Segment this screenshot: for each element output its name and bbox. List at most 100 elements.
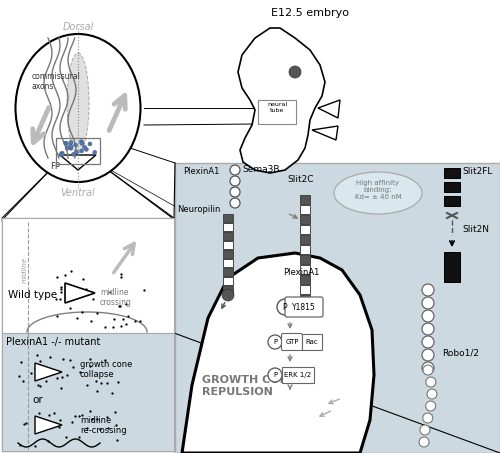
Bar: [223, 214, 233, 222]
FancyBboxPatch shape: [285, 297, 323, 317]
Text: Slit2FL: Slit2FL: [462, 167, 492, 176]
Bar: [444, 252, 460, 282]
Text: P: P: [273, 339, 277, 345]
Circle shape: [64, 142, 68, 145]
Bar: [300, 275, 310, 284]
Circle shape: [422, 349, 434, 361]
Text: commissural
axons: commissural axons: [32, 72, 81, 92]
FancyBboxPatch shape: [282, 333, 302, 351]
Bar: [300, 255, 310, 264]
Circle shape: [419, 437, 429, 447]
Bar: [223, 277, 233, 285]
Bar: [223, 232, 233, 240]
Circle shape: [268, 335, 282, 349]
Bar: [300, 205, 310, 214]
Circle shape: [74, 143, 78, 147]
Circle shape: [80, 141, 84, 145]
Bar: [300, 215, 310, 224]
Text: PlexinA1: PlexinA1: [283, 268, 319, 277]
Text: growth cone
collapse: growth cone collapse: [80, 360, 132, 380]
Circle shape: [423, 365, 433, 375]
Bar: [223, 241, 233, 249]
Bar: [2, 218, 174, 451]
Bar: [300, 195, 310, 204]
Circle shape: [80, 149, 84, 153]
Circle shape: [268, 368, 282, 382]
Text: Ventral: Ventral: [60, 188, 96, 198]
Circle shape: [277, 299, 293, 315]
Bar: [223, 286, 233, 294]
Circle shape: [222, 289, 234, 301]
Circle shape: [230, 187, 240, 197]
Circle shape: [64, 141, 68, 145]
Ellipse shape: [67, 53, 89, 153]
Circle shape: [80, 140, 84, 144]
Circle shape: [230, 198, 240, 208]
Circle shape: [426, 377, 436, 387]
Bar: [300, 265, 310, 274]
Bar: [223, 250, 233, 258]
Circle shape: [74, 150, 78, 154]
Polygon shape: [182, 253, 374, 453]
Bar: [300, 295, 310, 304]
Text: neural
tube: neural tube: [267, 102, 287, 113]
Polygon shape: [65, 283, 95, 303]
Circle shape: [423, 413, 433, 423]
Polygon shape: [318, 100, 340, 118]
Circle shape: [69, 146, 73, 150]
Text: GROWTH CONE
REPULSION: GROWTH CONE REPULSION: [202, 375, 296, 396]
Circle shape: [427, 389, 437, 399]
Bar: [56, 138, 100, 164]
Text: Y1815: Y1815: [292, 303, 316, 312]
Circle shape: [230, 176, 240, 186]
Bar: [223, 268, 233, 276]
Text: Sema3B: Sema3B: [242, 165, 280, 174]
Polygon shape: [35, 416, 62, 434]
Circle shape: [60, 152, 64, 156]
Text: Robo1/2: Robo1/2: [442, 348, 479, 357]
Text: GTP: GTP: [285, 339, 299, 345]
Circle shape: [84, 147, 88, 151]
Text: Wild type: Wild type: [8, 290, 57, 300]
Text: midline
crossing: midline crossing: [100, 288, 132, 308]
Bar: [444, 182, 460, 192]
Circle shape: [426, 401, 436, 411]
PathPatch shape: [238, 28, 325, 173]
Circle shape: [422, 323, 434, 335]
Circle shape: [289, 66, 301, 78]
Circle shape: [88, 142, 92, 146]
Text: PlexinA1: PlexinA1: [184, 167, 220, 176]
Circle shape: [69, 140, 73, 145]
Bar: [175, 163, 500, 453]
Text: Dorsal: Dorsal: [62, 22, 94, 32]
Circle shape: [72, 152, 76, 156]
Text: High affinity
binding:
Kd= ± 40 nM: High affinity binding: Kd= ± 40 nM: [354, 180, 402, 200]
Text: Neuropilin: Neuropilin: [178, 205, 221, 214]
Circle shape: [422, 336, 434, 348]
Circle shape: [60, 151, 64, 155]
Bar: [300, 225, 310, 234]
Polygon shape: [35, 363, 62, 381]
FancyBboxPatch shape: [302, 334, 322, 350]
Bar: [300, 285, 310, 294]
FancyBboxPatch shape: [282, 367, 314, 383]
Text: Rac: Rac: [306, 339, 318, 345]
Text: Slit2N: Slit2N: [462, 225, 489, 234]
Bar: [300, 235, 310, 244]
Circle shape: [422, 310, 434, 322]
Ellipse shape: [16, 34, 140, 182]
Bar: [223, 259, 233, 267]
Text: E12.5 embryo: E12.5 embryo: [271, 8, 349, 18]
Bar: [444, 168, 460, 178]
Circle shape: [93, 150, 97, 154]
Circle shape: [422, 362, 434, 374]
Bar: [258, 100, 296, 124]
Circle shape: [422, 284, 434, 296]
Bar: [300, 245, 310, 254]
Circle shape: [68, 144, 72, 148]
Bar: [444, 196, 460, 206]
Bar: [2, 218, 174, 333]
Bar: [223, 223, 233, 231]
Text: FP: FP: [50, 162, 60, 171]
Circle shape: [422, 297, 434, 309]
